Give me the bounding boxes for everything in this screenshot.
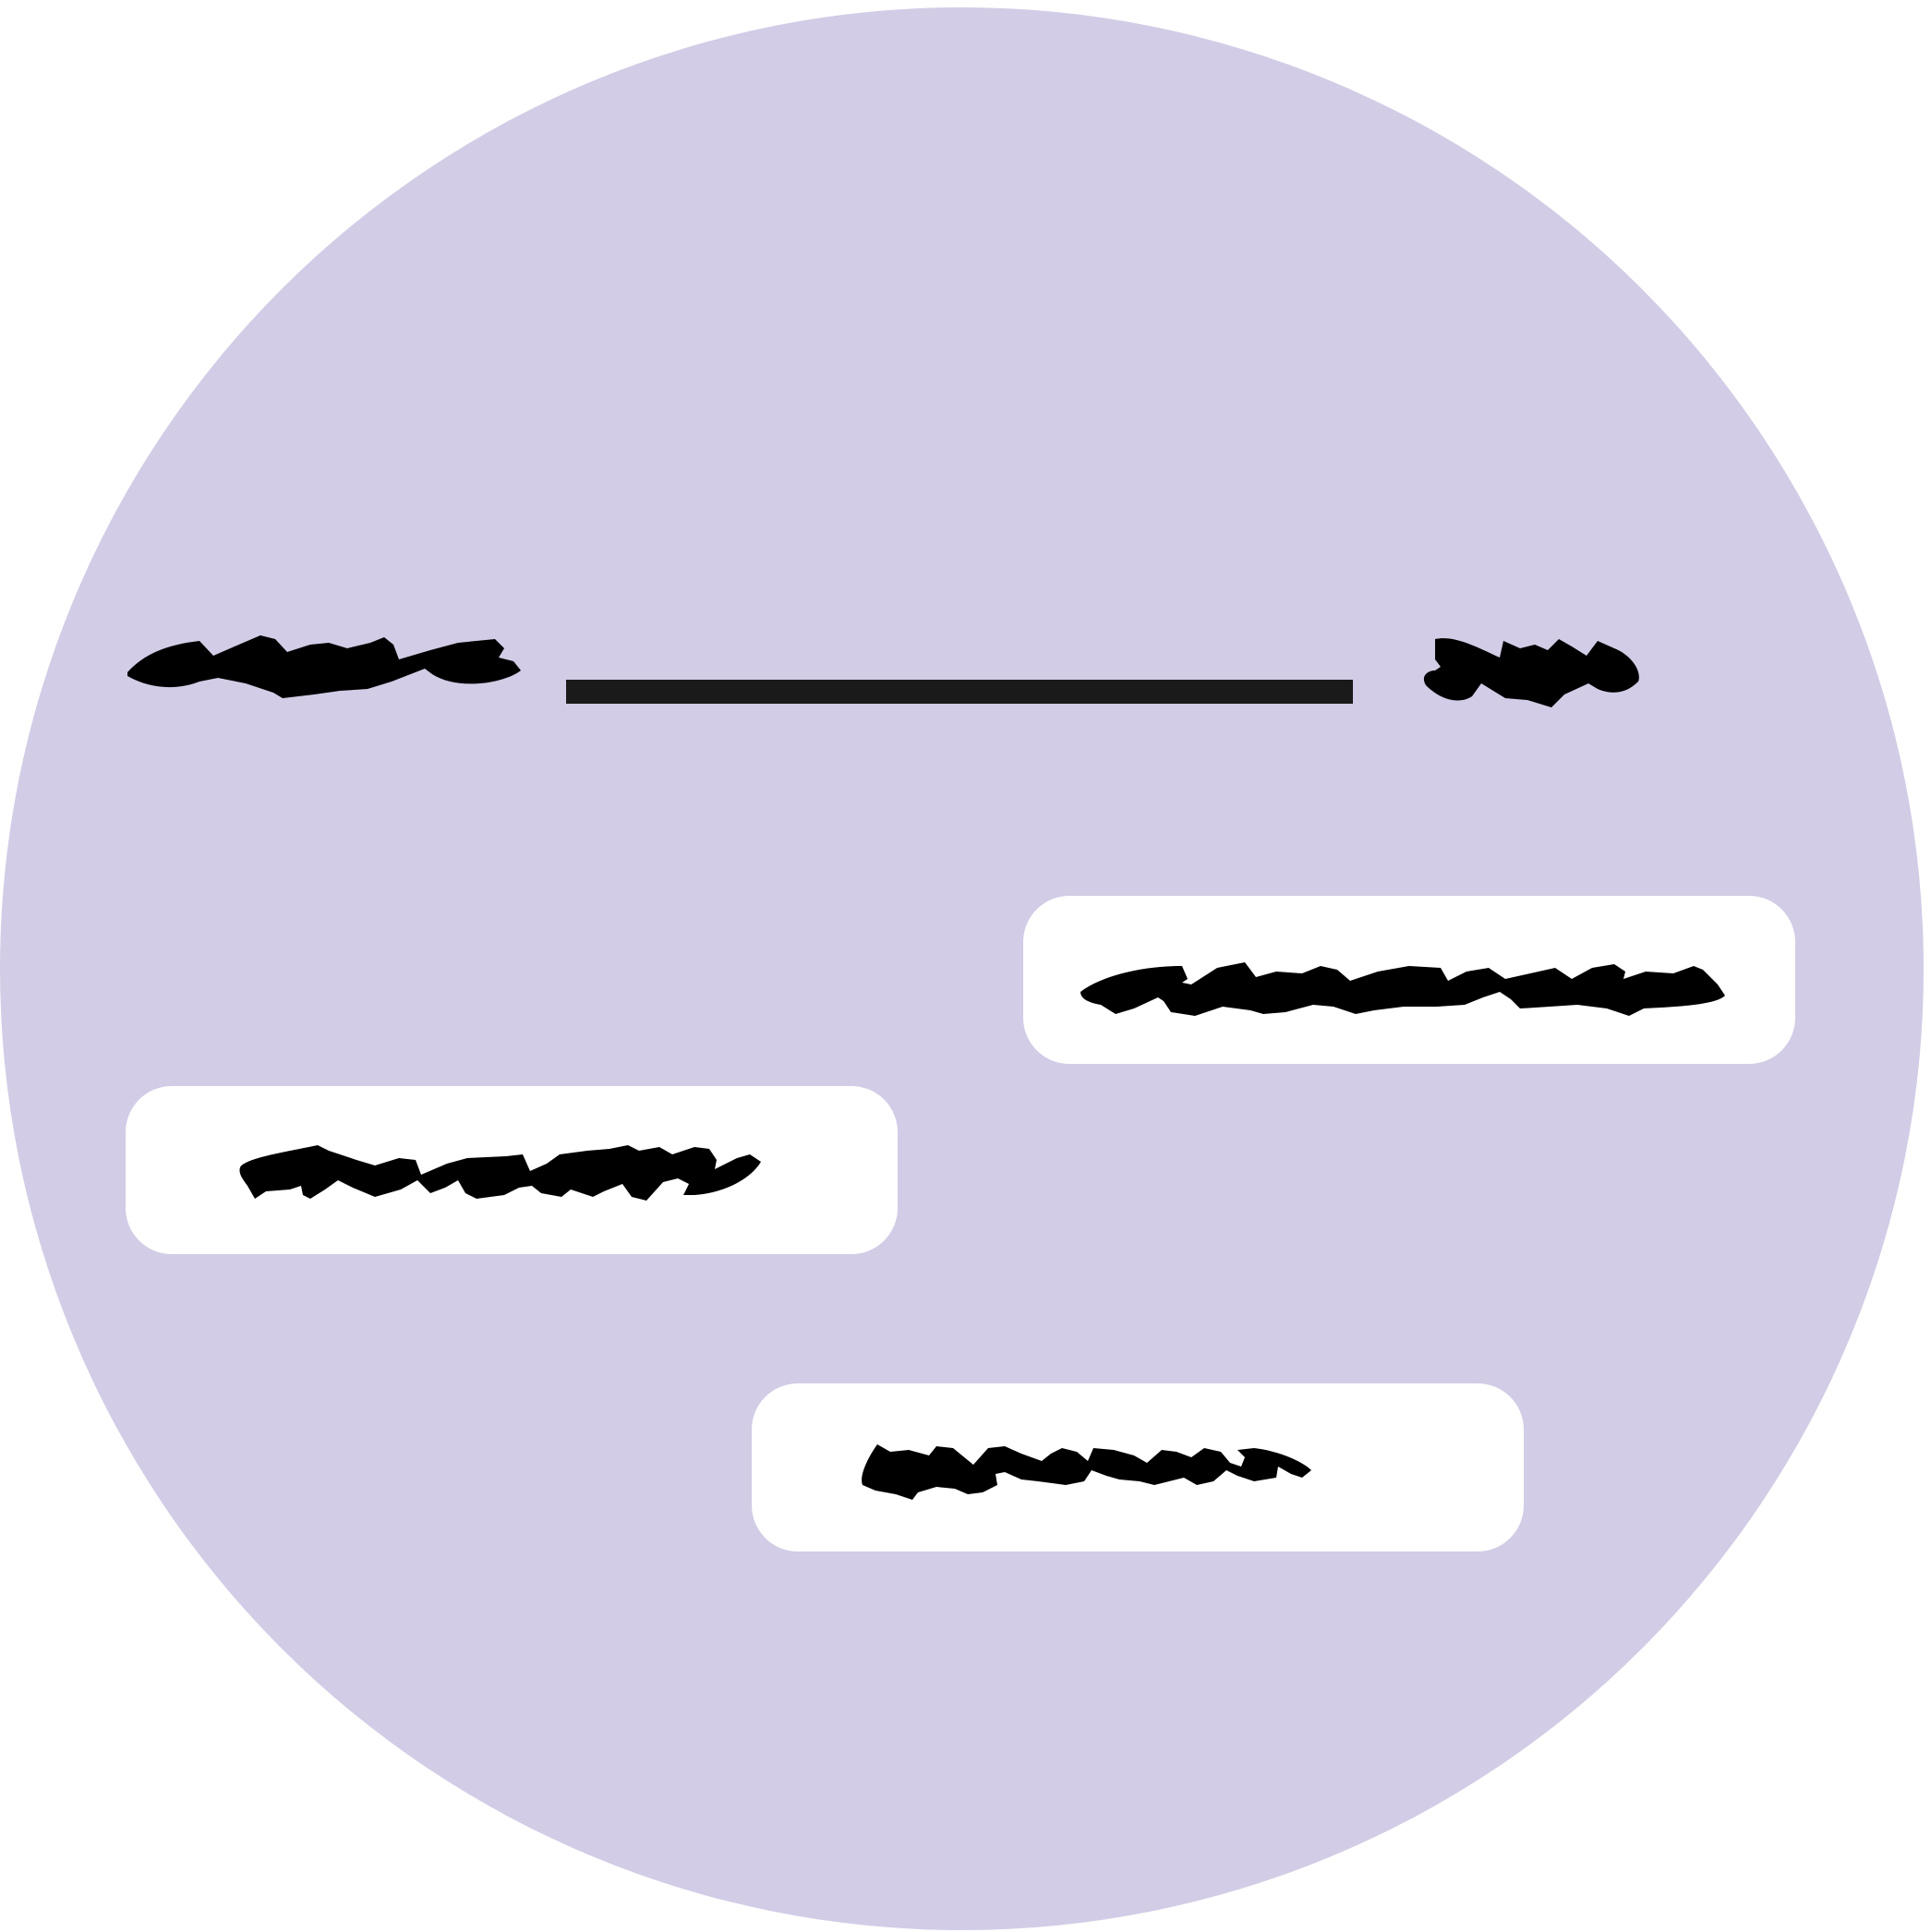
answer-option-3[interactable] (752, 1383, 1524, 1552)
prompt-after-scribble-icon (1423, 638, 1639, 707)
prompt-before-scribble-icon (127, 635, 521, 698)
answer-option-1-scribble-icon (1080, 962, 1725, 1016)
answer-option-2-scribble-icon (239, 1145, 761, 1201)
answer-blank-line[interactable] (566, 680, 1353, 704)
answer-option-3-scribble-icon (862, 1444, 1311, 1500)
answer-option-2[interactable] (126, 1086, 898, 1254)
answer-option-1[interactable] (1023, 896, 1795, 1064)
